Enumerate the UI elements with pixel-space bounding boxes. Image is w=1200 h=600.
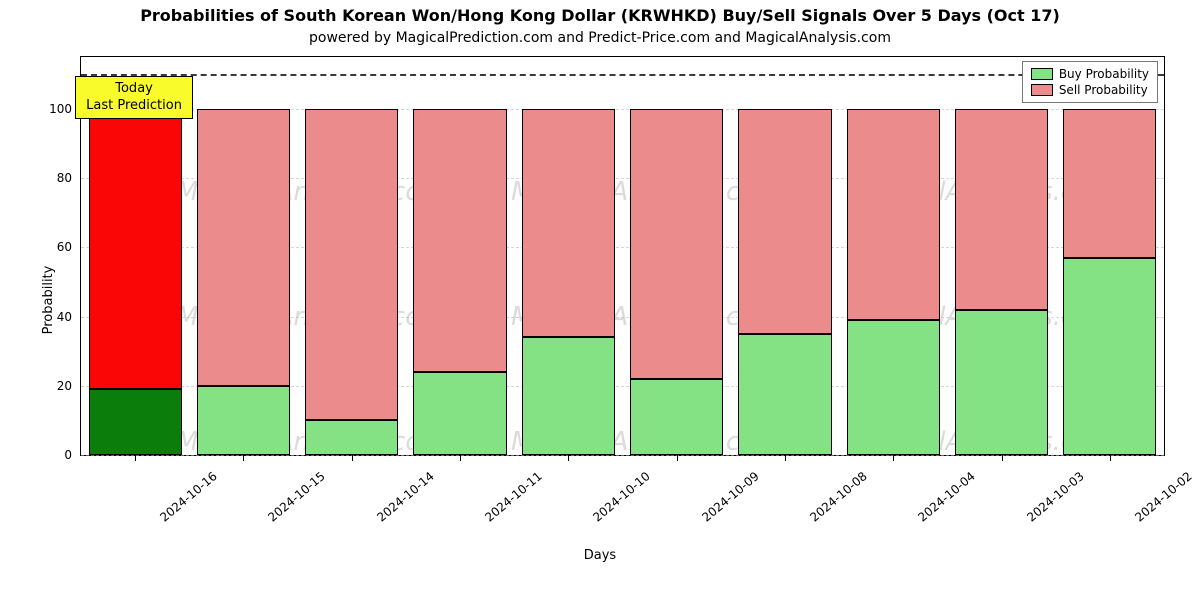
legend-item: Sell Probability (1031, 82, 1149, 98)
bar-slot (630, 57, 723, 455)
bar-slot (1063, 57, 1156, 455)
xtick-mark (893, 455, 894, 461)
ytick-label: 80 (57, 171, 72, 185)
bar-buy (413, 372, 506, 455)
bar-sell (630, 109, 723, 379)
xtick-label: 2024-10-03 (1024, 469, 1086, 525)
xtick-mark (243, 455, 244, 461)
bar-buy (197, 386, 290, 455)
figure: Probabilities of South Korean Won/Hong K… (0, 0, 1200, 600)
bar-sell (847, 109, 940, 320)
bar-buy (955, 310, 1048, 455)
xtick-mark (460, 455, 461, 461)
bar-buy (89, 389, 182, 455)
xtick-mark (1002, 455, 1003, 461)
bar-slot (522, 57, 615, 455)
legend: Buy Probability Sell Probability (1022, 61, 1158, 103)
today-annotation: TodayLast Prediction (75, 76, 193, 119)
xtick-mark (677, 455, 678, 461)
xtick-mark (785, 455, 786, 461)
bar-slot (413, 57, 506, 455)
chart-subtitle: powered by MagicalPrediction.com and Pre… (0, 30, 1200, 46)
legend-swatch (1031, 68, 1053, 80)
annotation-line: Last Prediction (86, 98, 182, 114)
plot-area: MagicalAnalysis.comMagicalAnalysis.comMa… (80, 56, 1165, 456)
ytick-label: 20 (57, 379, 72, 393)
xtick-mark (352, 455, 353, 461)
legend-item: Buy Probability (1031, 66, 1149, 82)
bar-buy (305, 420, 398, 455)
bar-sell (1063, 109, 1156, 258)
xtick-label: 2024-10-02 (1132, 469, 1194, 525)
xtick-label: 2024-10-04 (916, 469, 978, 525)
x-axis-label: Days (0, 548, 1200, 563)
bar-buy (630, 379, 723, 455)
bar-sell (738, 109, 831, 334)
bar-sell (413, 109, 506, 372)
ytick-label: 40 (57, 310, 72, 324)
bar-sell (955, 109, 1048, 310)
bar-buy (738, 334, 831, 455)
xtick-mark (568, 455, 569, 461)
xtick-label: 2024-10-16 (157, 469, 219, 525)
legend-label: Sell Probability (1059, 83, 1148, 97)
annotation-line: Today (86, 81, 182, 97)
bar-buy (1063, 258, 1156, 455)
legend-swatch (1031, 84, 1053, 96)
xtick-label: 2024-10-09 (699, 469, 761, 525)
ytick-label: 100 (49, 102, 72, 116)
xtick-label: 2024-10-11 (482, 469, 544, 525)
y-axis-label: Probability (41, 266, 56, 335)
xtick-label: 2024-10-10 (591, 469, 653, 525)
ytick-label: 60 (57, 240, 72, 254)
reference-line (81, 74, 1164, 76)
xtick-label: 2024-10-14 (374, 469, 436, 525)
xtick-label: 2024-10-15 (266, 469, 328, 525)
bar-sell (197, 109, 290, 386)
bar-slot (847, 57, 940, 455)
bar-slot (305, 57, 398, 455)
xtick-mark (1110, 455, 1111, 461)
bar-sell (89, 109, 182, 389)
bar-slot (197, 57, 290, 455)
chart-title: Probabilities of South Korean Won/Hong K… (0, 6, 1200, 25)
bar-slot (738, 57, 831, 455)
xtick-mark (135, 455, 136, 461)
legend-label: Buy Probability (1059, 67, 1149, 81)
xtick-label: 2024-10-08 (807, 469, 869, 525)
bar-sell (522, 109, 615, 337)
bar-slot (955, 57, 1048, 455)
ytick-label: 0 (64, 448, 72, 462)
bar-sell (305, 109, 398, 420)
bar-buy (522, 337, 615, 455)
bar-buy (847, 320, 940, 455)
